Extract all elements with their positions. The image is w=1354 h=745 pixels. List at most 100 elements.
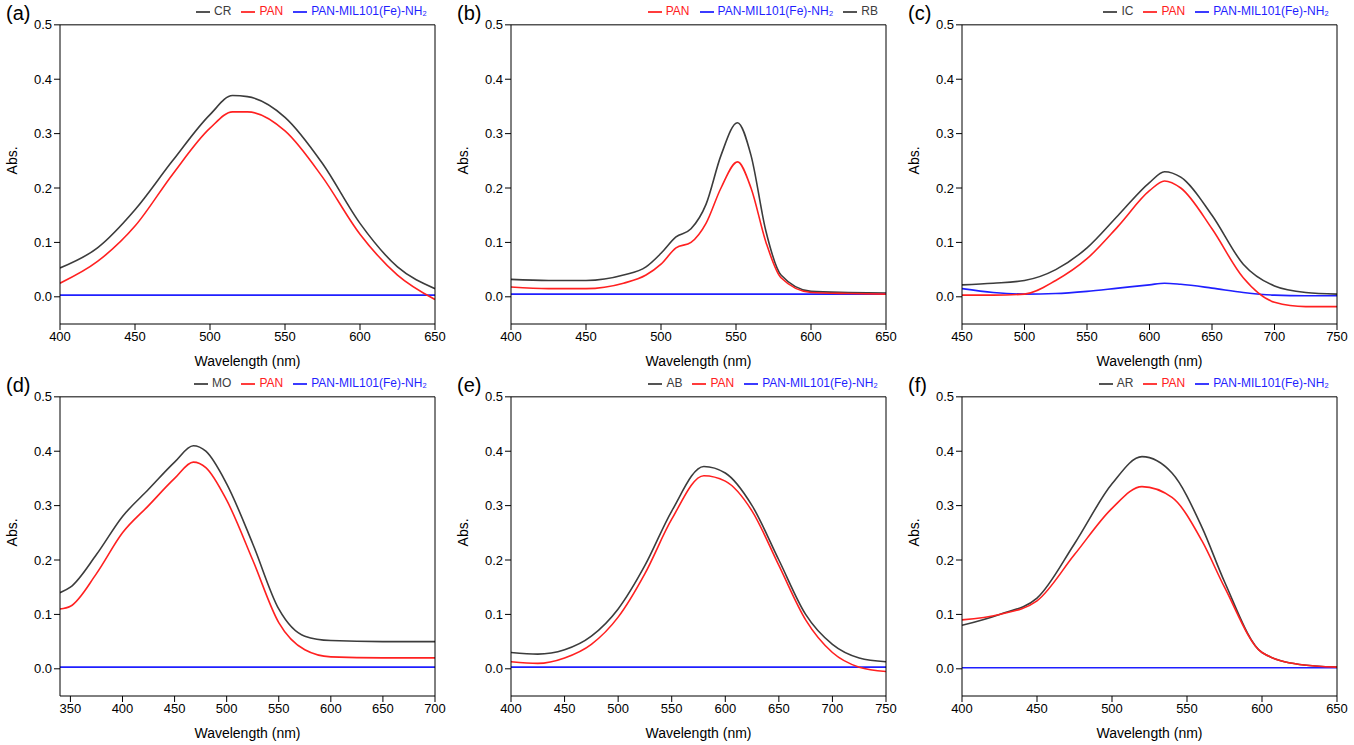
- svg-text:600: 600: [320, 701, 342, 716]
- svg-text:0.3: 0.3: [485, 126, 503, 141]
- svg-text:650: 650: [875, 329, 897, 344]
- svg-text:0.2: 0.2: [936, 553, 954, 568]
- svg-text:600: 600: [1251, 701, 1273, 716]
- html-text:(a): (a): [6, 2, 31, 24]
- svg-text:450: 450: [575, 329, 597, 344]
- svg-text:500: 500: [1014, 329, 1036, 344]
- svg-text:0.0: 0.0: [485, 289, 503, 304]
- svg-text:450: 450: [124, 329, 146, 344]
- svg-text:450: 450: [951, 329, 973, 344]
- svg-text:400: 400: [112, 701, 134, 716]
- svg-text:0.3: 0.3: [936, 498, 954, 513]
- svg-text:0.0: 0.0: [34, 289, 52, 304]
- svg-text:Abs.: Abs.: [4, 518, 20, 546]
- svg-text:Abs.: Abs.: [455, 146, 471, 174]
- svg-text:0.1: 0.1: [34, 235, 52, 250]
- svg-text:Abs.: Abs.: [906, 146, 922, 174]
- html-text:(c): (c): [908, 2, 932, 24]
- svg-text:Wavelength (nm): Wavelength (nm): [645, 353, 751, 369]
- svg-text:Abs.: Abs.: [4, 146, 20, 174]
- svg-text:400: 400: [49, 329, 71, 344]
- svg-text:400: 400: [500, 701, 522, 716]
- svg-text:550: 550: [725, 329, 747, 344]
- svg-text:650: 650: [1201, 329, 1223, 344]
- svg-text:750: 750: [1326, 329, 1348, 344]
- html-text:PAN-MIL101(Fe)-NH₂: PAN-MIL101(Fe)-NH₂: [311, 4, 427, 18]
- svg-text:0.5: 0.5: [936, 389, 954, 404]
- svg-text:0.2: 0.2: [34, 181, 52, 196]
- svg-text:700: 700: [424, 701, 446, 716]
- html-text:PAN-MIL101(Fe)-NH₂: PAN-MIL101(Fe)-NH₂: [717, 4, 834, 18]
- svg-text:650: 650: [768, 701, 790, 716]
- svg-text:0.3: 0.3: [34, 126, 52, 141]
- svg-text:Wavelength (nm): Wavelength (nm): [194, 353, 300, 369]
- svg-text:550: 550: [1176, 701, 1198, 716]
- svg-text:0.1: 0.1: [485, 607, 503, 622]
- svg-text:500: 500: [607, 701, 629, 716]
- svg-text:0.5: 0.5: [34, 389, 52, 404]
- svg-text:550: 550: [268, 701, 290, 716]
- svg-text:0.2: 0.2: [485, 181, 503, 196]
- svg-text:600: 600: [349, 329, 371, 344]
- svg-text:550: 550: [1076, 329, 1098, 344]
- svg-text:Wavelength (nm): Wavelength (nm): [645, 725, 751, 741]
- svg-text:Wavelength (nm): Wavelength (nm): [1096, 353, 1202, 369]
- svg-text:0.3: 0.3: [936, 126, 954, 141]
- svg-text:0.2: 0.2: [485, 553, 503, 568]
- svg-text:Wavelength (nm): Wavelength (nm): [194, 725, 300, 741]
- svg-text:0.4: 0.4: [34, 72, 52, 87]
- svg-text:500: 500: [1101, 701, 1123, 716]
- svg-text:0.1: 0.1: [485, 235, 503, 250]
- svg-text:0.0: 0.0: [34, 661, 52, 676]
- svg-text:0.0: 0.0: [485, 661, 503, 676]
- svg-text:Wavelength (nm): Wavelength (nm): [1096, 725, 1202, 741]
- svg-text:0.1: 0.1: [936, 607, 954, 622]
- svg-text:650: 650: [372, 701, 394, 716]
- svg-text:350: 350: [60, 701, 82, 716]
- svg-text:0.4: 0.4: [485, 444, 503, 459]
- svg-text:400: 400: [951, 701, 973, 716]
- html-text:CR: CR: [214, 4, 232, 18]
- svg-text:0.1: 0.1: [34, 607, 52, 622]
- svg-text:0.5: 0.5: [34, 17, 52, 32]
- svg-text:550: 550: [661, 701, 683, 716]
- html-text:(b): (b): [457, 2, 482, 24]
- svg-text:Abs.: Abs.: [455, 518, 471, 546]
- svg-text:0.5: 0.5: [485, 389, 503, 404]
- svg-text:500: 500: [650, 329, 672, 344]
- svg-text:400: 400: [500, 329, 522, 344]
- html-text:(f): (f): [908, 374, 927, 396]
- svg-text:0.2: 0.2: [34, 553, 52, 568]
- svg-text:450: 450: [554, 701, 576, 716]
- svg-text:0.3: 0.3: [34, 498, 52, 513]
- svg-text:500: 500: [199, 329, 221, 344]
- svg-text:650: 650: [1326, 701, 1348, 716]
- svg-text:700: 700: [1264, 329, 1286, 344]
- svg-text:0.0: 0.0: [936, 661, 954, 676]
- svg-text:0.5: 0.5: [936, 17, 954, 32]
- svg-text:0.1: 0.1: [936, 235, 954, 250]
- svg-text:600: 600: [714, 701, 736, 716]
- svg-text:0.2: 0.2: [936, 181, 954, 196]
- svg-text:0.0: 0.0: [936, 289, 954, 304]
- svg-text:Abs.: Abs.: [906, 518, 922, 546]
- svg-text:650: 650: [424, 329, 446, 344]
- svg-text:0.4: 0.4: [485, 72, 503, 87]
- svg-text:0.4: 0.4: [936, 444, 954, 459]
- svg-text:700: 700: [822, 701, 844, 716]
- svg-text:450: 450: [1026, 701, 1048, 716]
- html-text:PAN: PAN: [665, 4, 690, 18]
- html-text:(e): (e): [457, 374, 482, 396]
- svg-text:500: 500: [216, 701, 238, 716]
- svg-text:600: 600: [800, 329, 822, 344]
- svg-text:600: 600: [1139, 329, 1161, 344]
- svg-text:0.3: 0.3: [485, 498, 503, 513]
- svg-text:750: 750: [875, 701, 897, 716]
- html-text:(d): (d): [6, 374, 31, 396]
- svg-text:0.5: 0.5: [485, 17, 503, 32]
- html-text:PAN: PAN: [259, 4, 284, 18]
- svg-text:0.4: 0.4: [34, 444, 52, 459]
- svg-text:0.4: 0.4: [936, 72, 954, 87]
- svg-text:450: 450: [164, 701, 186, 716]
- svg-text:550: 550: [274, 329, 296, 344]
